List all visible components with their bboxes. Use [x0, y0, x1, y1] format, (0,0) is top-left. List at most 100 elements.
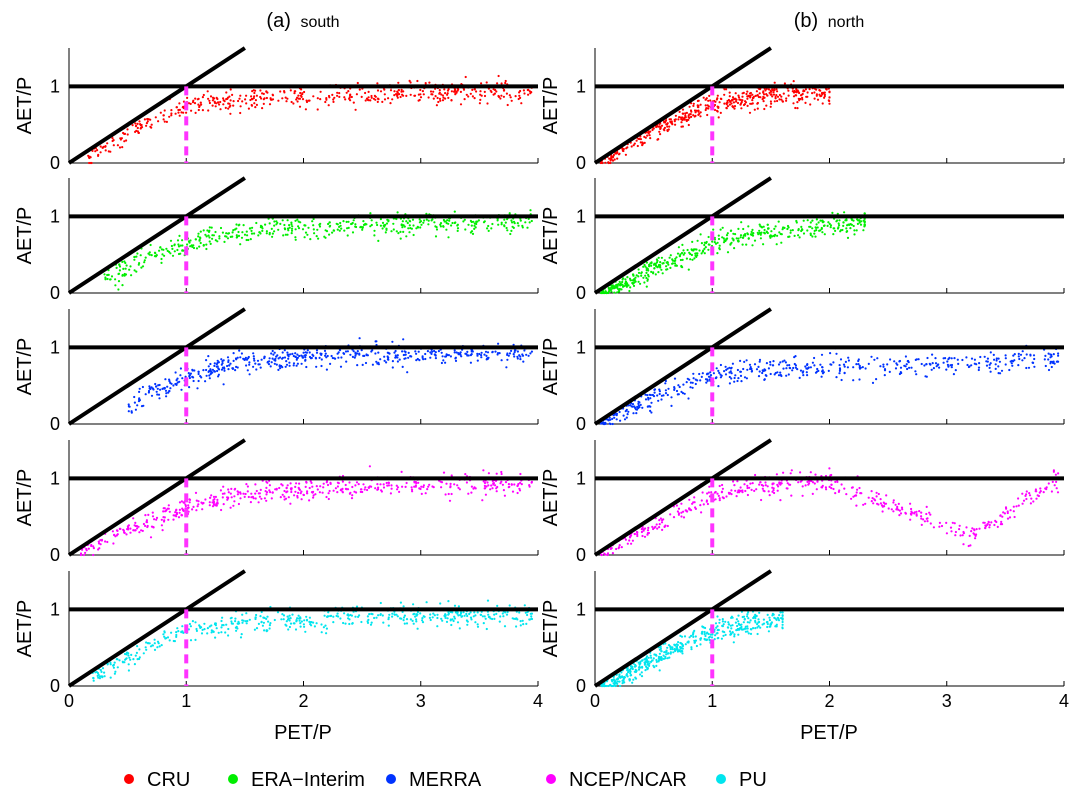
data-point: [760, 498, 763, 502]
data-point: [238, 349, 241, 352]
data-point: [629, 286, 632, 289]
data-point: [247, 238, 250, 242]
data-point: [450, 224, 453, 227]
data-point: [205, 235, 208, 238]
data-point: [677, 512, 681, 515]
data-point: [699, 233, 702, 236]
data-point: [506, 218, 509, 221]
data-point: [974, 537, 977, 540]
data-point: [182, 509, 185, 512]
data-point: [348, 622, 351, 626]
data-point: [242, 224, 245, 227]
data-point: [517, 224, 520, 227]
data-point: [970, 364, 973, 367]
y-tick-label: 1: [576, 599, 586, 619]
data-point: [400, 88, 403, 91]
data-point: [174, 382, 177, 386]
data-point: [422, 485, 425, 489]
data-point: [159, 111, 162, 114]
data-point: [150, 123, 153, 126]
data-point: [706, 492, 709, 495]
data-point: [181, 625, 184, 628]
data-point: [314, 493, 317, 496]
data-point: [296, 494, 299, 498]
data-point: [726, 367, 729, 370]
data-point: [622, 277, 625, 280]
data-point: [643, 263, 646, 266]
data-point: [945, 521, 948, 525]
data-point: [295, 619, 298, 622]
column-title-south-name: south: [300, 14, 339, 31]
data-point: [492, 93, 495, 96]
data-point: [528, 221, 531, 224]
data-point: [761, 487, 764, 490]
data-point: [445, 353, 448, 356]
data-point: [707, 248, 710, 251]
data-point: [369, 225, 372, 228]
data-point: [177, 630, 180, 633]
data-point: [385, 228, 388, 231]
data-point: [489, 617, 492, 620]
data-point: [636, 534, 639, 538]
data-point: [700, 252, 703, 255]
data-point: [167, 504, 170, 507]
data-point: [949, 526, 953, 529]
data-point: [483, 615, 486, 618]
data-point: [376, 483, 379, 486]
data-point: [692, 114, 695, 117]
data-point: [245, 612, 248, 615]
data-point: [877, 492, 880, 496]
data-point: [735, 237, 738, 240]
data-point: [177, 516, 181, 519]
data-point: [214, 230, 217, 234]
data-point: [735, 100, 738, 103]
data-point: [282, 614, 286, 617]
data-point: [418, 98, 421, 102]
data-point: [273, 224, 276, 227]
data-point: [400, 617, 403, 620]
data-point: [195, 247, 199, 250]
data-point: [288, 614, 291, 617]
data-point: [1008, 516, 1012, 519]
data-point: [666, 393, 669, 397]
data-point: [673, 388, 676, 391]
data-point: [194, 97, 197, 100]
data-point: [261, 107, 264, 110]
data-point: [409, 618, 412, 621]
data-point: [961, 358, 964, 362]
data-point: [512, 353, 515, 356]
data-point: [145, 648, 148, 651]
data-point: [326, 354, 329, 358]
data-point: [194, 111, 197, 114]
data-point: [950, 366, 953, 369]
data-point: [364, 486, 367, 489]
data-point: [259, 226, 262, 229]
data-point: [320, 358, 323, 361]
data-point: [791, 229, 794, 232]
data-point: [717, 234, 720, 237]
data-point: [376, 100, 379, 103]
data-point: [156, 387, 159, 390]
data-point: [649, 130, 652, 133]
data-point: [689, 258, 692, 261]
data-point: [467, 95, 470, 98]
data-point: [800, 228, 804, 231]
data-point: [659, 261, 662, 264]
data-point: [797, 228, 800, 231]
data-point: [753, 489, 756, 492]
data-point: [427, 219, 430, 222]
energy-limit-line: [593, 307, 772, 426]
data-point: [660, 268, 663, 271]
data-point: [165, 637, 168, 640]
data-point: [195, 499, 198, 502]
data-point: [442, 225, 445, 228]
data-point: [631, 273, 635, 276]
data-point: [376, 97, 379, 100]
data-point: [322, 482, 325, 485]
data-point: [882, 365, 885, 368]
data-point: [401, 220, 404, 223]
data-point: [216, 498, 219, 501]
data-point: [429, 618, 432, 622]
data-point: [611, 285, 615, 288]
data-point: [987, 520, 990, 524]
